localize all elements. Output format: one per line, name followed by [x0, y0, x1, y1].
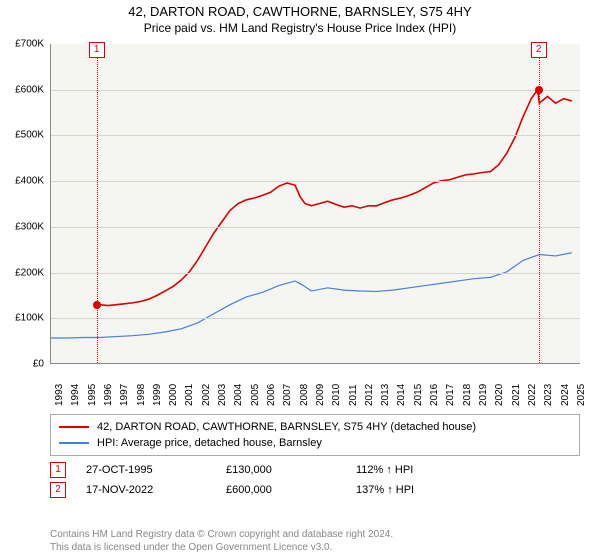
x-axis-label: 2016 — [429, 384, 440, 406]
legend-label: 42, DARTON ROAD, CAWTHORNE, BARNSLEY, S7… — [97, 421, 476, 433]
y-axis-label: £100K — [15, 313, 44, 324]
x-axis-label: 1999 — [152, 384, 163, 406]
x-axis-label: 2014 — [396, 384, 407, 406]
x-axis-label: 2018 — [462, 384, 473, 406]
sale-row: 1 27-OCT-1995£130,000112% ↑ HPI — [50, 460, 580, 480]
x-axis-label: 2011 — [348, 384, 359, 406]
legend-label: HPI: Average price, detached house, Barn… — [97, 437, 322, 449]
footer-line-2: This data is licensed under the Open Gov… — [50, 541, 580, 554]
sales-table: 1 27-OCT-1995£130,000112% ↑ HPI 2 17-NOV-20… — [50, 460, 580, 500]
x-axis-label: 2004 — [233, 384, 244, 406]
sale-marker-box: 2 — [50, 482, 66, 498]
x-axis-label: 1998 — [136, 384, 147, 406]
x-axis-label: 1997 — [119, 384, 130, 406]
sale-marker-box: 1 — [50, 462, 66, 478]
sale-hpi: 137% ↑ HPI — [356, 484, 476, 496]
y-axis-label: £200K — [15, 267, 44, 278]
x-axis-label: 2003 — [217, 384, 228, 406]
x-axis-label: 2009 — [315, 384, 326, 406]
x-axis-label: 1993 — [54, 384, 65, 406]
sale-dot-2 — [535, 86, 543, 94]
y-axis-label: £600K — [15, 84, 44, 95]
sale-price: £130,000 — [226, 464, 356, 476]
x-axis-label: 2017 — [445, 384, 456, 406]
sale-dot-1 — [93, 301, 101, 309]
legend-swatch — [59, 442, 89, 444]
x-axis-label: 2022 — [527, 384, 538, 406]
x-axis-label: 2002 — [201, 384, 212, 406]
series-hpi — [51, 253, 572, 338]
x-axis-label: 1996 — [103, 384, 114, 406]
x-axis-label: 1994 — [70, 384, 81, 406]
x-axis-label: 2008 — [299, 384, 310, 406]
y-axis-label: £400K — [15, 176, 44, 187]
x-axis-label: 2012 — [364, 384, 375, 406]
x-axis-label: 2013 — [380, 384, 391, 406]
x-axis-label: 2021 — [511, 384, 522, 406]
price-chart: 12 £0£100K£200K£300K£400K£500K£600K£700K… — [50, 44, 580, 364]
y-axis-label: £0 — [33, 359, 44, 370]
y-axis-label: £700K — [15, 39, 44, 50]
x-axis-label: 2015 — [413, 384, 424, 406]
sale-marker-2: 2 — [531, 42, 547, 58]
legend-item: HPI: Average price, detached house, Barn… — [59, 435, 571, 451]
x-axis-label: 2001 — [184, 384, 195, 406]
legend: 42, DARTON ROAD, CAWTHORNE, BARNSLEY, S7… — [50, 414, 580, 456]
x-axis-label: 2000 — [168, 384, 179, 406]
sale-marker-1: 1 — [89, 42, 105, 58]
x-axis-label: 2010 — [331, 384, 342, 406]
page-title: 42, DARTON ROAD, CAWTHORNE, BARNSLEY, S7… — [0, 4, 600, 19]
page-subtitle: Price paid vs. HM Land Registry's House … — [0, 21, 600, 35]
sale-row: 2 17-NOV-2022£600,000137% ↑ HPI — [50, 480, 580, 500]
footer-credits: Contains HM Land Registry data © Crown c… — [50, 528, 580, 554]
x-axis-label: 2025 — [576, 384, 587, 406]
x-axis-label: 2019 — [478, 384, 489, 406]
x-axis-label: 2005 — [250, 384, 261, 406]
x-axis-label: 1995 — [87, 384, 98, 406]
legend-swatch — [59, 426, 89, 428]
legend-item: 42, DARTON ROAD, CAWTHORNE, BARNSLEY, S7… — [59, 419, 571, 435]
footer-line-1: Contains HM Land Registry data © Crown c… — [50, 528, 580, 541]
sale-date: 17-NOV-2022 — [86, 484, 226, 496]
x-axis-label: 2023 — [543, 384, 554, 406]
x-axis-label: 2007 — [282, 384, 293, 406]
x-axis-label: 2024 — [560, 384, 571, 406]
y-axis-label: £300K — [15, 221, 44, 232]
sale-hpi: 112% ↑ HPI — [356, 464, 476, 476]
x-axis-label: 2006 — [266, 384, 277, 406]
x-axis-label: 2020 — [494, 384, 505, 406]
sale-price: £600,000 — [226, 484, 356, 496]
sale-date: 27-OCT-1995 — [86, 464, 226, 476]
y-axis-label: £500K — [15, 130, 44, 141]
